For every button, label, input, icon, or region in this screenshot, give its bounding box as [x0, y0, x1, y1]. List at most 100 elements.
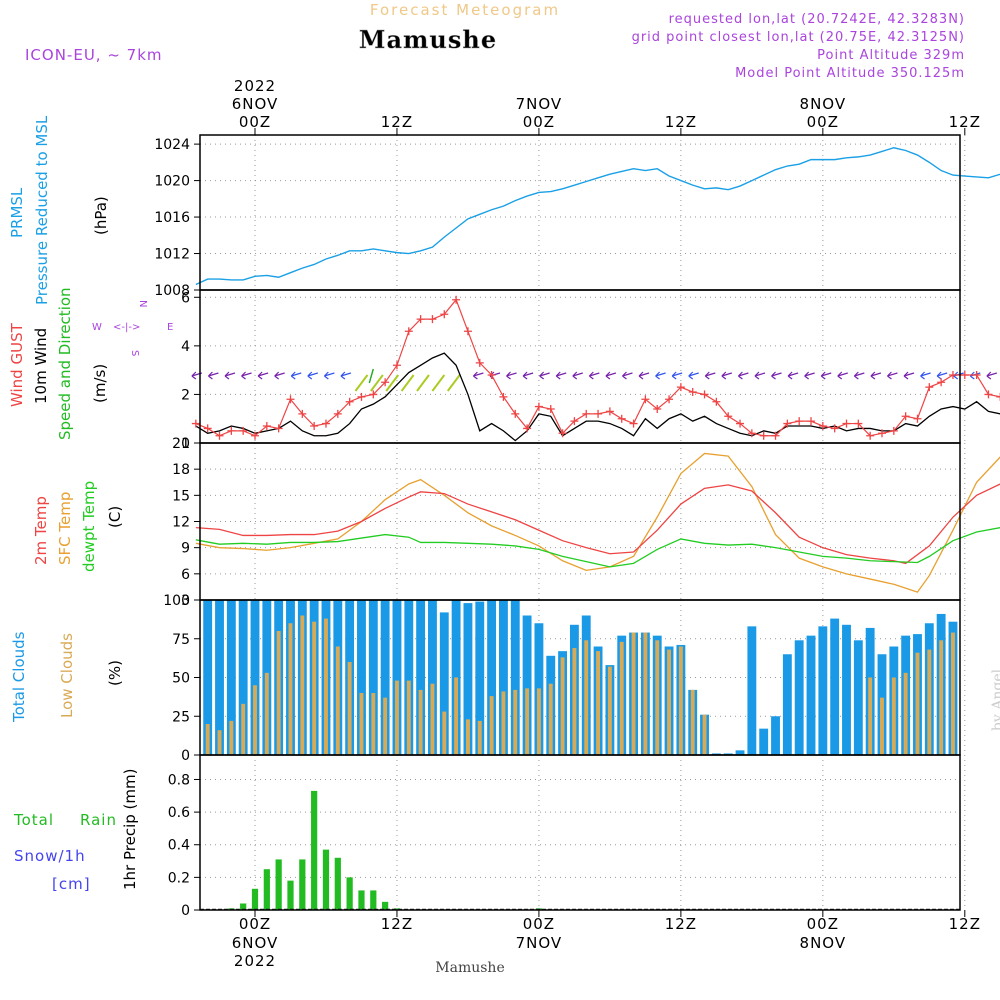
bottom-date-label: 2022 — [234, 952, 276, 970]
wind-direction-arrow — [903, 371, 915, 380]
wind-barb — [416, 374, 430, 392]
ytick-label-wind: 0 — [181, 436, 190, 452]
bottom-time-label: 12Z — [949, 915, 981, 933]
ytick-label-pressure: 1012 — [154, 247, 190, 263]
rain-bar — [299, 859, 306, 910]
gust-point — [700, 390, 709, 399]
low-cloud-bar — [548, 683, 553, 755]
low-cloud-bar — [525, 688, 530, 755]
low-cloud-bar — [489, 696, 494, 755]
gust-point — [996, 392, 1000, 401]
total-cloud-bar — [250, 600, 260, 755]
gust-point — [286, 395, 295, 404]
wind-direction-arrow — [605, 371, 617, 380]
total-cloud-bar — [735, 750, 745, 755]
temp-unit: (C) — [106, 506, 124, 528]
wind-direction-arrow — [853, 371, 865, 380]
low-cloud-bar — [264, 672, 269, 755]
low-cloud-bar — [667, 649, 672, 755]
rain-label-1: Total — [13, 811, 54, 829]
low-cloud-bar — [288, 623, 293, 755]
snow-label-2: [cm] — [52, 875, 91, 893]
ytick-label-pressure: 1008 — [154, 283, 190, 299]
ytick-label-precip: 0.4 — [168, 838, 190, 854]
pressure-labels: PRMSL Pressure Reduced to MSL (hPa) — [8, 115, 110, 305]
gust-point — [227, 426, 236, 435]
total-cloud-bar — [723, 753, 733, 755]
ytick-label-clouds: 50 — [172, 671, 190, 687]
ytick-label-temp: 6 — [181, 567, 190, 583]
low-cloud-bar — [477, 720, 482, 755]
gust-point — [203, 424, 212, 433]
clouds-unit: (%) — [106, 660, 124, 686]
rain-bar — [287, 880, 294, 910]
t2m-line — [195, 483, 1000, 565]
location-title: Mamushe — [359, 25, 497, 54]
rain-bar — [346, 877, 353, 910]
gust-label: Wind GUST — [8, 322, 26, 407]
gust-point — [594, 409, 603, 418]
gust-point — [404, 327, 413, 336]
ytick-label-precip: 0.8 — [168, 772, 190, 788]
wind-barb — [431, 374, 446, 392]
total-cloud-bar — [380, 600, 390, 755]
ytick-label-temp: 15 — [172, 488, 190, 504]
low-cloud-bar — [891, 677, 896, 755]
gust-point — [629, 419, 638, 428]
wind-direction-arrow — [572, 371, 583, 380]
total-cloud-bar — [203, 600, 213, 755]
gust-point — [641, 395, 650, 404]
gust-point — [948, 371, 957, 379]
low-cloud-bar — [300, 615, 305, 755]
gust-point — [523, 424, 532, 433]
gust-point — [605, 407, 614, 416]
gust-point — [239, 426, 248, 435]
low-cloud-bar — [690, 689, 695, 755]
rain-bar — [263, 869, 270, 910]
gust-point — [570, 417, 579, 426]
gust-point — [854, 419, 863, 428]
bottom-time-label: 12Z — [665, 915, 697, 933]
low-cloud-bar — [619, 641, 624, 755]
low-cloud-bar — [371, 693, 376, 755]
low-cloud-bar — [927, 649, 932, 755]
total-cloud-bar — [498, 600, 508, 755]
wind-direction-arrow — [522, 371, 534, 380]
ytick-label-clouds: 25 — [172, 709, 190, 725]
low-cloud-bar — [406, 680, 411, 755]
gust-point — [747, 429, 756, 438]
total-cloud-bar — [487, 600, 497, 755]
total-cloud-bar — [439, 612, 449, 755]
total-cloud-bar — [830, 618, 840, 755]
low-cloud-bar — [596, 651, 601, 755]
wind-direction-arrow — [837, 371, 848, 380]
gust-point — [960, 371, 969, 379]
bottom-date-label: 6NOV — [232, 934, 279, 952]
total-cloud-bar — [475, 601, 485, 755]
wind-direction-arrow — [323, 371, 335, 380]
low-cloud-bar — [702, 714, 707, 755]
gust-point — [191, 419, 200, 428]
top-time-label: 00Z — [239, 113, 271, 131]
svg-text:<-|->: <-|-> — [113, 322, 140, 333]
compass-rose: N S W E <-|-> — [92, 300, 173, 356]
gridpoint-coords: grid point closest lon,lat (20.75E, 42.3… — [632, 30, 965, 45]
ytick-label-precip: 0.2 — [168, 870, 190, 886]
gust-point — [463, 327, 472, 336]
gust-point — [558, 429, 567, 438]
gust-point — [369, 390, 378, 399]
low-cloud-bar — [880, 697, 884, 755]
gust-point — [381, 378, 390, 387]
low-cloud-bar — [276, 631, 281, 755]
wind-direction-arrow — [655, 371, 666, 380]
low-cloud-bar — [253, 685, 257, 755]
gust-line — [195, 298, 1000, 437]
gust-point — [511, 409, 520, 418]
dewpt-line — [195, 526, 1000, 568]
bottom-time-label: 12Z — [381, 915, 413, 933]
ytick-label-temp: 21 — [172, 436, 190, 452]
wind-direction-arrow — [622, 371, 633, 380]
rain-bar — [370, 890, 377, 910]
rain-bar — [358, 890, 365, 910]
